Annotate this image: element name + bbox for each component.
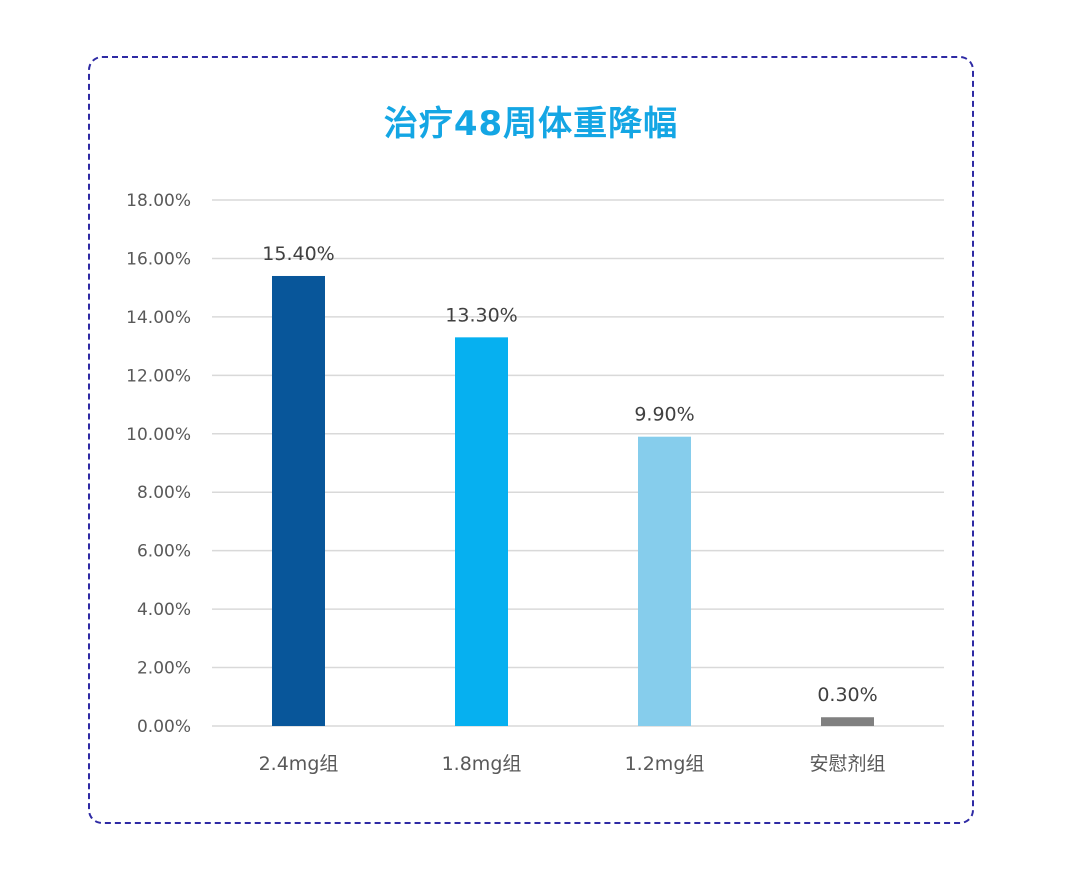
chart-title: 治疗48周体重降幅 (383, 104, 679, 144)
y-tick-label: 8.00% (137, 483, 191, 503)
category-label: 安慰剂组 (809, 753, 885, 775)
y-tick-label: 18.00% (126, 191, 191, 211)
category-label: 1.8mg组 (442, 753, 522, 775)
data-labels: 15.40% 13.30% 9.90% 0.30% (262, 243, 877, 706)
bars (272, 275, 874, 726)
bar (272, 275, 325, 726)
data-label: 0.30% (817, 684, 877, 706)
y-axis-ticks: 0.00% 2.00% 4.00% 6.00% 8.00% 10.00% 12.00% 14.… (126, 191, 191, 737)
y-tick-label: 0.00% (137, 717, 191, 737)
y-tick-label: 2.00% (137, 659, 191, 679)
y-tick-label: 14.00% (126, 308, 191, 328)
bar (638, 436, 691, 726)
y-tick-label: 4.00% (137, 600, 191, 620)
data-label: 13.30% (445, 304, 517, 326)
data-label: 9.90% (634, 404, 694, 426)
data-label: 15.40% (262, 243, 334, 265)
x-axis-categories: 2.4mg组 1.8mg组 1.2mg组 安慰剂组 (259, 753, 886, 775)
category-label: 2.4mg组 (259, 753, 339, 775)
y-tick-label: 6.00% (137, 542, 191, 562)
y-tick-label: 10.00% (126, 425, 191, 445)
chart-frame (88, 56, 974, 824)
category-label: 1.2mg组 (625, 753, 705, 775)
bar (455, 337, 508, 726)
bar (821, 717, 874, 726)
y-tick-label: 12.00% (126, 366, 191, 386)
y-tick-label: 16.00% (126, 249, 191, 269)
